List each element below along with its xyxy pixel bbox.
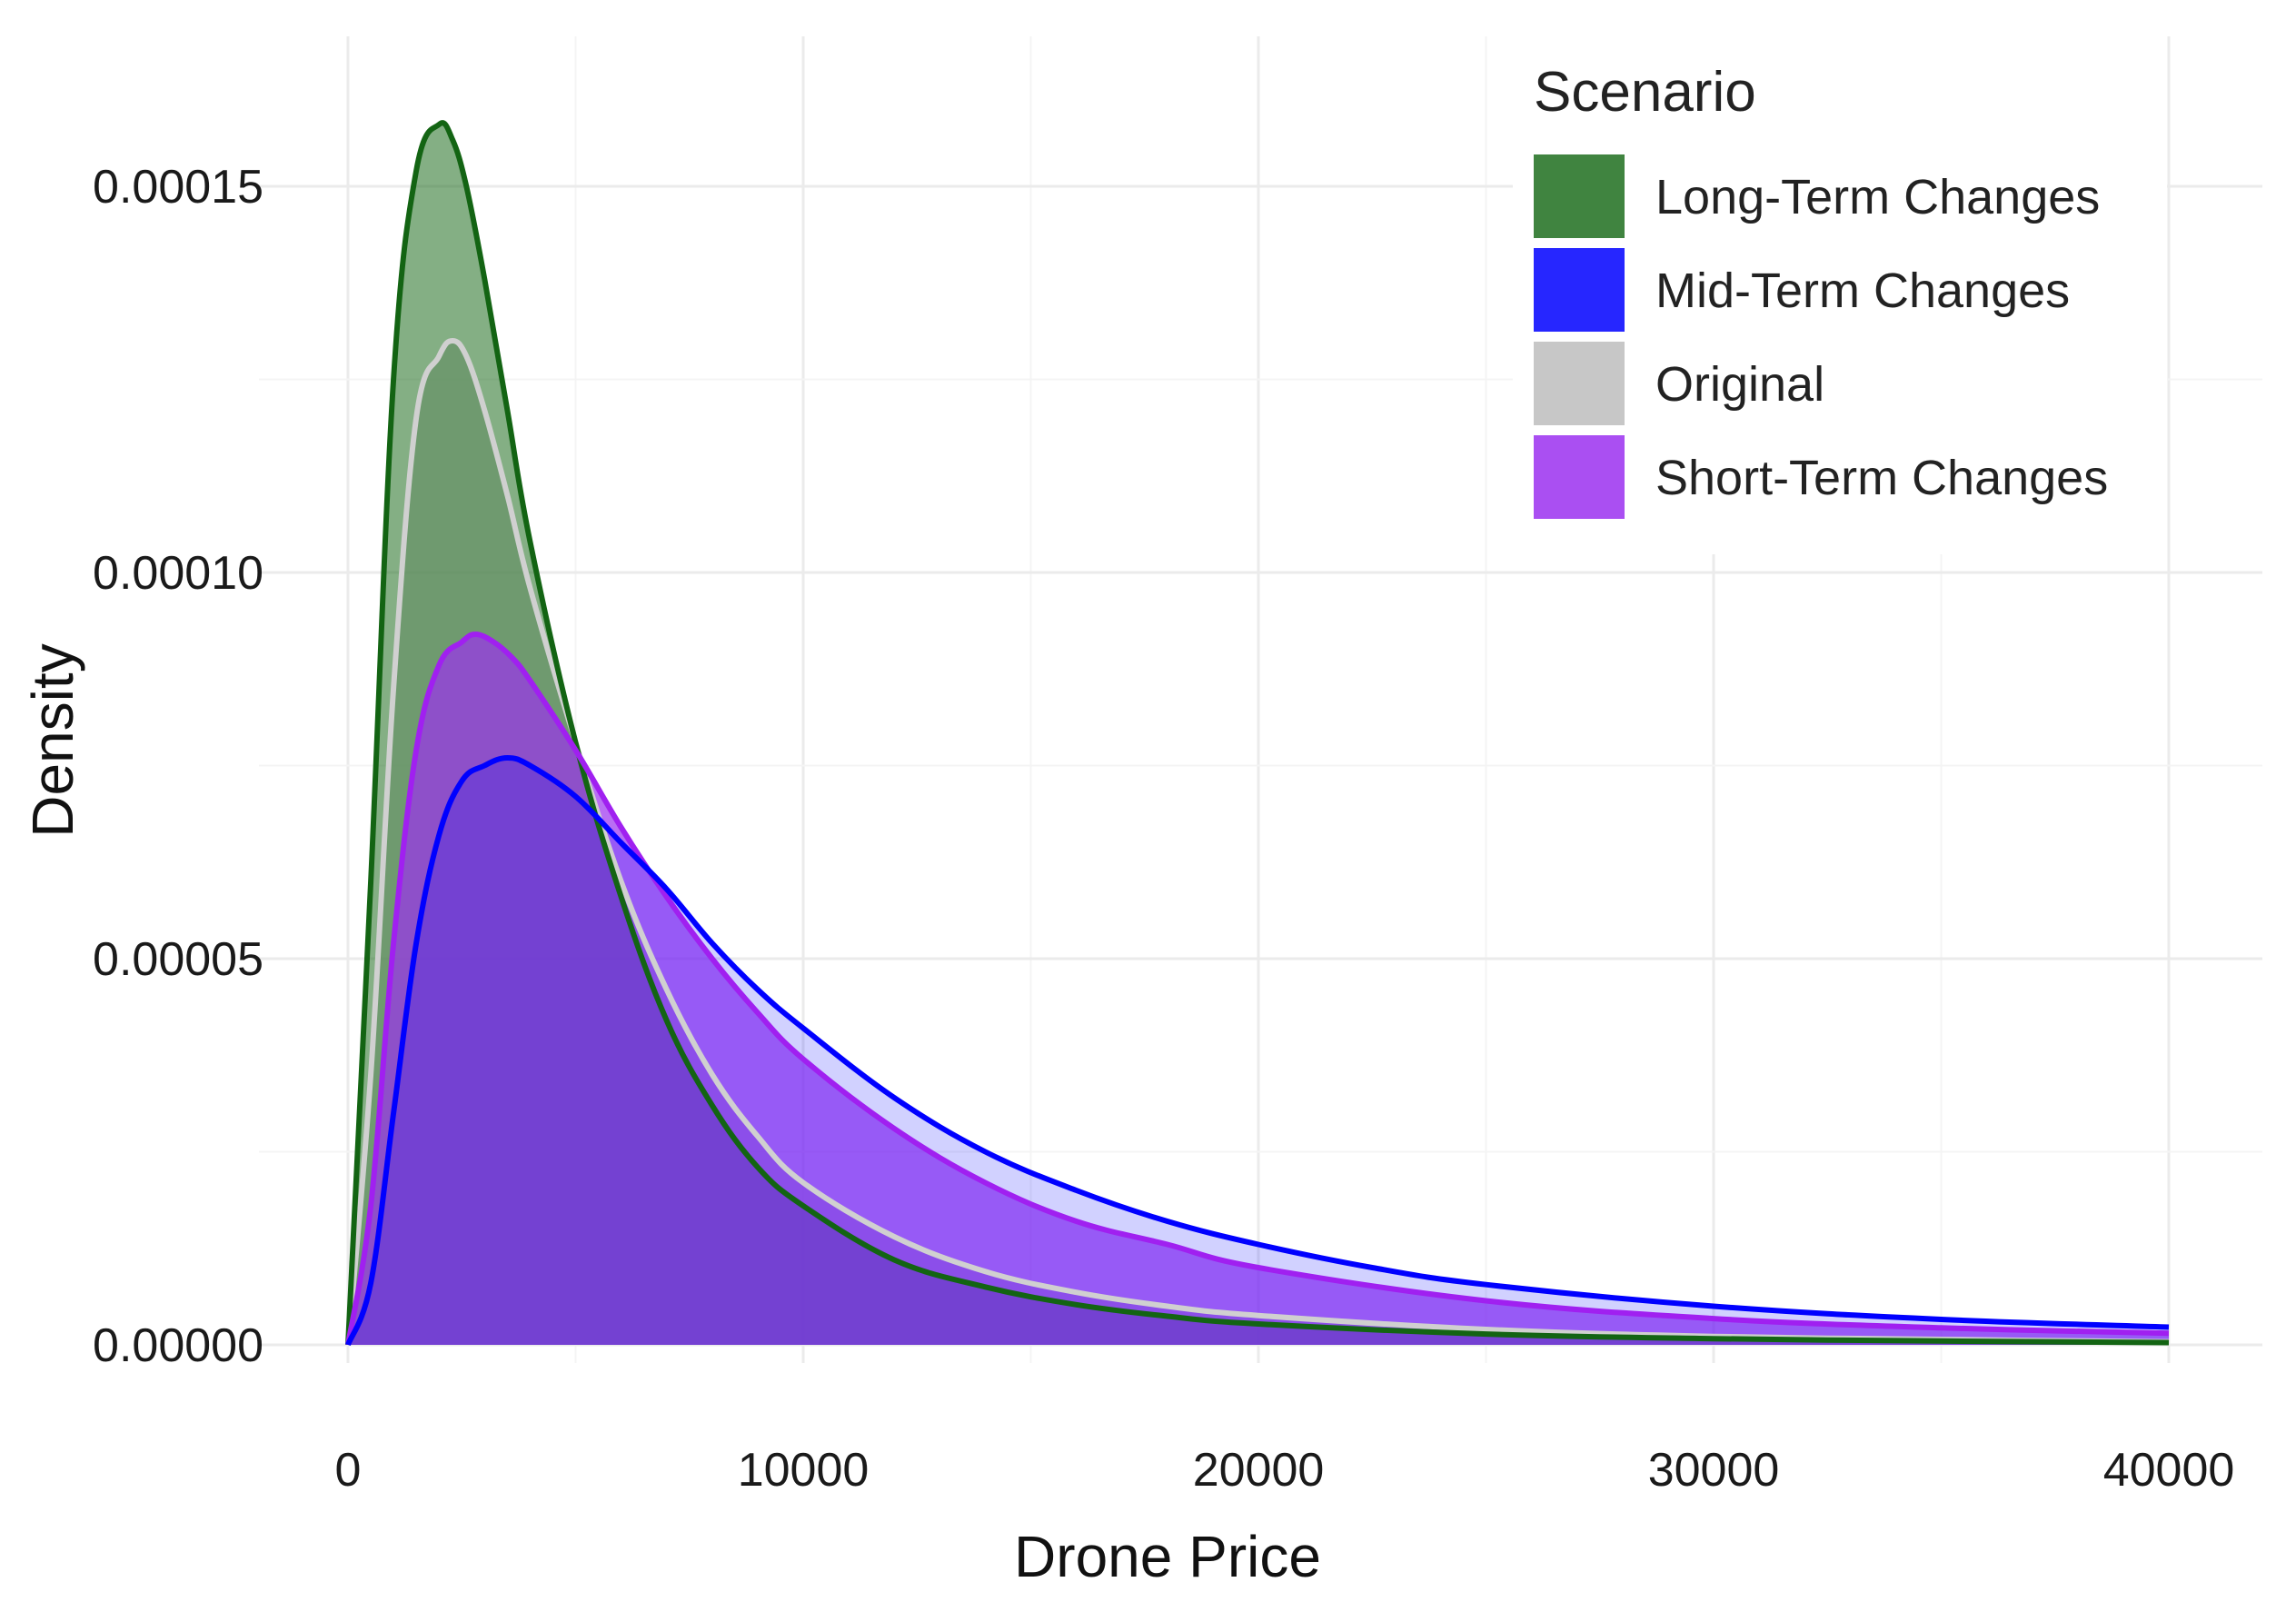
density-lines xyxy=(345,120,2170,1347)
y-axis-ticks: 0.00000 0.00005 0.00010 0.00015 xyxy=(93,161,263,1372)
x-axis-ticks: 0 10000 20000 30000 40000 xyxy=(335,1444,2235,1497)
density-line-mid-term-changes xyxy=(345,755,2170,1347)
density-line-short-term-changes xyxy=(345,632,2170,1346)
density-area-short-term-changes xyxy=(348,634,2169,1345)
legend-label-short-term-changes: Short-Term Changes xyxy=(1655,451,2108,505)
density-areas xyxy=(348,123,2169,1345)
density-line-long-term-changes xyxy=(345,120,2170,1346)
legend-key-mid-term-changes xyxy=(1534,248,1625,332)
legend-label-original: Original xyxy=(1655,357,1824,412)
x-axis-title: Drone Price xyxy=(1014,1524,1321,1589)
legend-title: Scenario xyxy=(1534,61,1756,124)
y-tick-label: 0.00015 xyxy=(93,161,263,214)
y-axis-title: Density xyxy=(20,643,85,837)
density-line-original xyxy=(345,338,2170,1346)
density-area-mid-term-changes xyxy=(348,758,2169,1345)
legend-label-mid-term-changes: Mid-Term Changes xyxy=(1655,264,2070,318)
x-tick-label: 40000 xyxy=(2103,1444,2235,1497)
legend-key-original xyxy=(1534,342,1625,425)
x-tick-label: 0 xyxy=(335,1444,362,1497)
y-tick-label: 0.00005 xyxy=(93,933,263,986)
x-tick-label: 30000 xyxy=(1648,1444,1780,1497)
x-tick-label: 20000 xyxy=(1193,1444,1325,1497)
y-tick-label: 0.00010 xyxy=(93,547,263,600)
legend: Scenario Long-Term Changes Mid-Term Chang… xyxy=(1513,36,2167,554)
y-tick-label: 0.00000 xyxy=(93,1319,263,1372)
legend-items: Long-Term Changes Mid-Term Changes Origina… xyxy=(1534,154,2108,519)
x-tick-label: 10000 xyxy=(738,1444,870,1497)
legend-key-long-term-changes xyxy=(1534,154,1625,238)
legend-label-long-term-changes: Long-Term Changes xyxy=(1655,170,2100,224)
legend-key-short-term-changes xyxy=(1534,435,1625,519)
